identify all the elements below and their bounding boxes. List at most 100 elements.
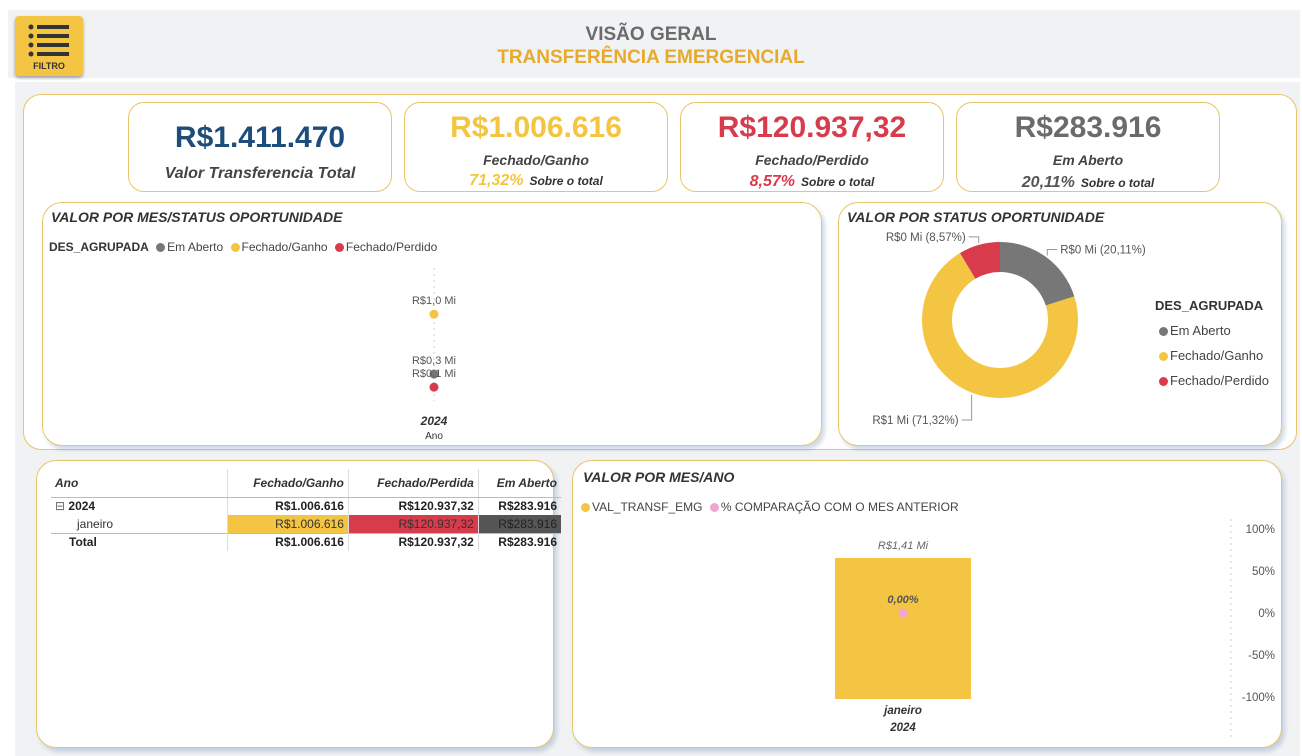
kpi-label: Valor Transferencia Total: [164, 165, 356, 182]
legend-item-comparacao[interactable]: % COMPARAÇÃO COM O MES ANTERIOR: [720, 500, 959, 514]
legend-item-em-aberto[interactable]: Em Aberto: [1170, 323, 1231, 338]
donut-legend: DES_AGRUPADA Em Aberto Fechado/Ganho Fec…: [1155, 293, 1269, 393]
legend-title: DES_AGRUPADA: [49, 240, 149, 254]
legend-item-val[interactable]: VAL_TRANSF_EMG: [592, 500, 703, 514]
point-fechado-perdido[interactable]: [429, 382, 439, 392]
x-category-label: 2024: [420, 414, 448, 428]
data-label-em-aberto: R$0,3 Mi: [412, 355, 456, 367]
matrix-table: Ano Fechado/Ganho Fechado/Perdida Em Abe…: [51, 469, 561, 551]
filter-button[interactable]: FILTRO: [15, 16, 83, 76]
legend-item-em-aberto[interactable]: Em Aberto: [167, 240, 224, 254]
point-fechado-ganho[interactable]: [429, 309, 439, 319]
slice-label-fechado-perdido: R$0 Mi (8,57%): [886, 232, 966, 244]
chart-status[interactable]: VALOR POR STATUS OPORTUNIDADE R$0 Mi (20…: [838, 202, 1282, 446]
header-bar: [8, 10, 1300, 78]
kpi-label: Fechado/Ganho: [483, 152, 589, 168]
cell-value: R$283.916: [477, 532, 561, 551]
kpi-percent-value: 71,32%: [469, 172, 524, 189]
slice-label-fechado-ganho: R$1 Mi (71,32%): [872, 415, 958, 427]
data-label-fechado-ganho: R$1,0 Mi: [412, 295, 456, 307]
leader-line-em-aberto: [1046, 248, 1058, 256]
kpi-card-ganho: R$1.006.616 Fechado/Ganho 71,32% Sobre o …: [404, 102, 668, 192]
cell-value: R$283.916: [477, 515, 561, 533]
y2-tick-label: -50%: [1248, 650, 1275, 662]
table-row: janeiro R$1.006.616 R$120.937,32 R$283.9…: [51, 515, 561, 533]
kpi-card-perdido: R$120.937,32 Fechado/Perdido 8,57% Sobre …: [680, 102, 944, 192]
kpi-percent-value: 20,11%: [1021, 174, 1075, 191]
kpi-value: R$283.916: [1014, 111, 1162, 144]
matrix-header-row: Ano Fechado/Ganho Fechado/Perdida Em Abe…: [51, 469, 561, 498]
y2-tick-label: 100%: [1246, 524, 1275, 536]
legend-dot-comparacao: [709, 503, 719, 512]
chart-legend: DES_AGRUPADA Em Aberto Fechado/Ganho Fec…: [49, 240, 437, 254]
cell-value: R$1.006.616: [226, 532, 349, 551]
kpi-label: Em Aberto: [1052, 152, 1124, 168]
legend-dot-fechado-ganho: [230, 243, 240, 252]
legend-dot-val: [581, 503, 590, 512]
col-header-fechado-ganho[interactable]: Fechado/Ganho: [226, 469, 349, 498]
chart-mes-status[interactable]: VALOR POR MES/STATUS OPORTUNIDADE DES_AG…: [42, 202, 822, 446]
kpi-value: R$1.006.616: [450, 111, 622, 144]
page-title: VISÃO GERAL: [585, 24, 717, 45]
cell-value: R$1.006.616: [226, 497, 349, 515]
kpi-card-total: R$1.411.470 Valor Transferencia Total: [128, 102, 392, 192]
row-label: 2024: [68, 499, 96, 514]
chart-title: VALOR POR MES/STATUS OPORTUNIDADE: [51, 209, 343, 225]
y2-tick-label: 50%: [1252, 566, 1275, 578]
col-header-fechado-perdida[interactable]: Fechado/Perdida: [347, 469, 479, 498]
scatter-plot: R$0,3 Mi R$1,0 Mi R$0,1 Mi: [412, 268, 456, 401]
filter-label: FILTRO: [33, 61, 65, 71]
legend-dot-em-aberto: [156, 243, 166, 252]
bar-data-label: R$1,41 Mi: [878, 540, 929, 552]
kpi-percent-text: Sobre o total: [529, 174, 603, 188]
chart-mes-ano[interactable]: VALOR POR MES/ANO VAL_TRANSF_EMG % COMPA…: [572, 460, 1282, 748]
kpi-percent: 8,57% Sobre o total: [681, 173, 943, 191]
col-header-ano[interactable]: Ano: [51, 469, 228, 498]
kpi-label: Fechado/Perdido: [755, 152, 869, 168]
chart-legend: VAL_TRANSF_EMG % COMPARAÇÃO COM O MES AN…: [577, 500, 959, 514]
chart-title: VALOR POR STATUS OPORTUNIDADE: [847, 209, 1105, 225]
data-label-fechado-perdido: R$0,1 Mi: [412, 368, 456, 380]
col-header-em-aberto[interactable]: Em Aberto: [477, 469, 561, 498]
legend-item-fechado-perdido[interactable]: Fechado/Perdido: [1170, 373, 1270, 388]
slice-label-em-aberto: R$0 Mi (20,11%): [1060, 244, 1146, 256]
kpi-percent-text: Sobre o total: [1080, 176, 1155, 190]
matrix-visual[interactable]: Ano Fechado/Ganho Fechado/Perdida Em Abe…: [36, 460, 561, 748]
point-comparacao[interactable]: [898, 608, 908, 618]
leader-line-fechado-perdido: [968, 236, 980, 243]
collapse-icon[interactable]: ⊟: [55, 499, 66, 514]
cell-value: R$1.006.616: [226, 515, 349, 533]
slice-em-aberto[interactable]: [1000, 242, 1075, 306]
x-axis-label: Ano: [425, 431, 443, 442]
legend-dot-fechado-perdido: [1159, 377, 1168, 386]
cell-value: R$120.937,32: [347, 532, 479, 551]
kpi-percent: 20,11% Sobre o total: [957, 174, 1219, 192]
kpi-percent-value: 8,57%: [749, 173, 796, 190]
legend-dot-em-aberto: [1159, 327, 1168, 336]
kpi-card-aberto: R$283.916 Em Aberto 20,11% Sobre o total: [956, 102, 1220, 192]
point-em-aberto[interactable]: [429, 369, 439, 379]
combo-chart: R$1,41 Mi 100% 50% 0% -50% -100% 0,00% janeiro 2…: [835, 519, 1275, 737]
point-data-label: 0,00%: [887, 594, 918, 606]
slice-fechado-perdido[interactable]: [959, 242, 1000, 279]
row-label: Total: [51, 532, 228, 551]
table-row-total: Total R$1.006.616 R$120.937,32 R$283.916: [51, 532, 561, 551]
x-category-label: janeiro: [882, 705, 922, 717]
legend-item-fechado-ganho[interactable]: Fechado/Ganho: [1170, 348, 1264, 363]
legend-item-fechado-perdido[interactable]: Fechado/Perdido: [345, 240, 438, 254]
bar-val-transf-emg[interactable]: [835, 558, 971, 699]
slice-fechado-ganho[interactable]: [922, 253, 1078, 398]
kpi-percent: 71,32% Sobre o total: [405, 172, 667, 190]
list-icon: [28, 24, 69, 57]
kpi-value: R$120.937,32: [717, 111, 907, 144]
x-category-label: 2024: [889, 722, 916, 734]
legend-item-fechado-ganho[interactable]: Fechado/Ganho: [241, 240, 328, 254]
table-row: ⊟ 2024 R$1.006.616 R$120.937,32 R$283.91…: [51, 497, 561, 515]
kpi-percent-text: Sobre o total: [801, 175, 875, 189]
legend-title: DES_AGRUPADA: [1155, 298, 1264, 313]
legend-dot-fechado-ganho: [1159, 352, 1168, 361]
chart-title: VALOR POR MES/ANO: [583, 469, 735, 485]
donut-chart: R$0 Mi (20,11%) R$1 Mi (71,32%) R$0 Mi (8,…: [872, 232, 1146, 427]
cell-value: R$120.937,32: [347, 497, 479, 515]
